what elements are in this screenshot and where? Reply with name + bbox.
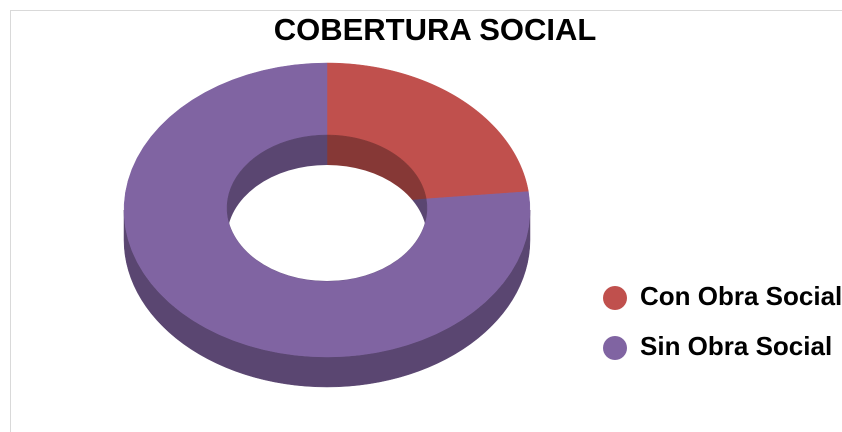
donut xyxy=(123,62,531,388)
legend: Con Obra Social Sin Obra Social xyxy=(603,281,842,361)
legend-swatch xyxy=(603,336,627,360)
chart-frame xyxy=(10,10,842,432)
legend-label: Con Obra Social xyxy=(640,281,842,311)
legend-swatch xyxy=(603,286,627,310)
legend-label: Sin Obra Social xyxy=(640,331,832,361)
chart-title: COBERTURA SOCIAL xyxy=(274,12,597,47)
